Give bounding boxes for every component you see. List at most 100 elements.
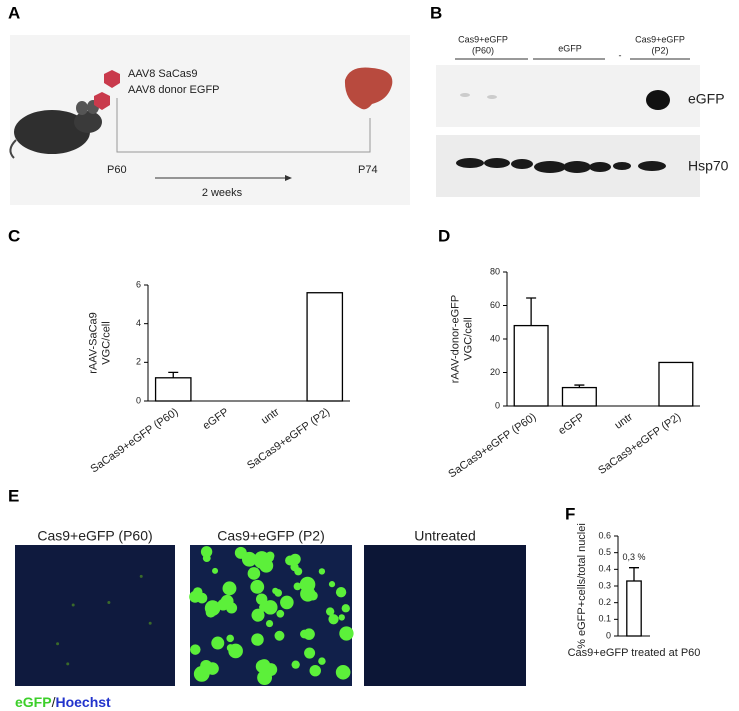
value-label: 0,3 % <box>622 552 645 562</box>
lane-label: Cas9+eGFP <box>458 34 508 44</box>
gfp-cell <box>71 603 75 607</box>
gfp-cell <box>257 670 273 686</box>
x-axis-label: Cas9+eGFP treated at P60 <box>568 647 701 659</box>
gfp-cell <box>294 567 303 576</box>
image-title: Untreated <box>414 528 475 544</box>
y-tick-label: 2 <box>136 357 141 367</box>
gfp-cell <box>263 600 278 615</box>
y-tick-label: 0.3 <box>598 580 611 590</box>
lane-label: Cas9+eGFP <box>635 34 685 44</box>
y-tick-label: 6 <box>136 279 141 289</box>
y-tick-label: 0.6 <box>598 530 611 540</box>
band-label: Hsp70 <box>688 158 729 174</box>
bar <box>306 292 344 402</box>
image-title: Cas9+eGFP (P60) <box>37 528 152 544</box>
gfp-cell <box>56 642 60 646</box>
bands <box>456 158 666 173</box>
gfp-cell <box>272 587 279 594</box>
gfp-cell <box>293 582 302 591</box>
panel-letter: D <box>438 226 450 245</box>
gfp-cell <box>190 644 201 655</box>
virus-icon <box>104 70 120 88</box>
gfp-cell <box>200 546 213 558</box>
micrograph <box>15 545 175 686</box>
gfp-cell <box>341 604 350 613</box>
panel-letter: B <box>430 3 442 22</box>
x-tick-label: untr <box>259 406 282 427</box>
y-tick-label: 0.5 <box>598 547 611 557</box>
x-tick-label: eGFP <box>556 411 586 437</box>
y-tick-label: 0 <box>136 395 141 405</box>
x-tick-label: eGFP <box>201 406 231 432</box>
y-axis-label: VGC/cell <box>462 317 474 360</box>
gfp-cell <box>265 620 274 628</box>
band <box>460 93 470 97</box>
y-axis-label: rAAV-donor-eGFP <box>449 295 461 383</box>
stain: Hoechst <box>55 694 111 710</box>
gfp-cell <box>226 634 234 643</box>
error-bar <box>574 384 585 388</box>
gfp-cell <box>328 581 336 588</box>
gfp-cell <box>291 660 300 669</box>
gfp-cell <box>251 608 265 622</box>
y-tick-label: 0 <box>495 400 500 410</box>
band <box>487 95 497 99</box>
y-axis-label: VGC/cell <box>100 321 112 364</box>
error-bar <box>629 567 639 581</box>
gfp-cell <box>250 579 265 594</box>
error-bar <box>168 371 179 378</box>
y-tick-label: 20 <box>490 367 500 377</box>
gfp-cell <box>255 593 268 605</box>
gfp-cell <box>285 555 296 566</box>
arrow-head <box>285 175 292 181</box>
gfp-cell <box>212 567 219 574</box>
x-tick-label: SaCas9+eGFP (P2) <box>596 411 683 477</box>
gfp-cell <box>139 574 143 578</box>
gfp-cell <box>148 621 152 625</box>
lane-label: - <box>619 50 622 60</box>
gfp-cell <box>206 662 219 675</box>
micrograph <box>364 545 526 686</box>
stain: / <box>52 694 56 710</box>
stain-legend: eGFP/Hoechst <box>15 694 111 710</box>
gfp-cell <box>228 643 243 659</box>
x-tick-label: SaCas9+eGFP (P60) <box>89 406 181 476</box>
x-tick-label: untr <box>613 411 636 432</box>
panel-letter: A <box>8 3 20 22</box>
gfp-cell <box>251 633 264 646</box>
timeline <box>116 98 371 153</box>
gfp-cell <box>318 657 326 665</box>
y-tick-label: 0.2 <box>598 597 611 607</box>
gfp-cell <box>318 568 326 575</box>
bar <box>513 324 549 407</box>
gfp-cell <box>342 632 351 641</box>
y-tick-label: 60 <box>490 300 500 310</box>
gfp-signal <box>56 546 354 686</box>
lane-label: (P60) <box>472 45 494 55</box>
panel-letter: E <box>8 486 19 505</box>
gfp-cell <box>211 636 225 650</box>
gfp-cell <box>247 567 261 580</box>
x-tick-label: SaCas9+eGFP (P2) <box>245 406 332 472</box>
virus-icon <box>94 92 110 110</box>
gfp-cell <box>325 607 335 616</box>
panel-letter: F <box>565 504 575 523</box>
band <box>646 90 670 110</box>
x-tick-label: SaCas9+eGFP (P60) <box>446 411 538 481</box>
gfp-cell <box>300 629 309 639</box>
gfp-cell <box>309 664 321 677</box>
error-bar <box>526 297 537 326</box>
vector-label: AAV8 donor EGFP <box>128 84 220 96</box>
gfp-cell <box>107 600 111 604</box>
gfp-cell <box>253 551 270 567</box>
gfp-cell <box>220 594 234 608</box>
y-tick-label: 0 <box>606 630 611 640</box>
y-tick-label: 0.1 <box>598 614 611 624</box>
y-axis-label: % eGFP+cells/total nuclei <box>576 523 588 649</box>
y-tick-label: 4 <box>136 318 141 328</box>
band-label: eGFP <box>688 91 725 107</box>
gfp-cell <box>222 581 237 596</box>
gfp-cell <box>338 614 345 621</box>
y-tick-label: 40 <box>490 333 500 343</box>
